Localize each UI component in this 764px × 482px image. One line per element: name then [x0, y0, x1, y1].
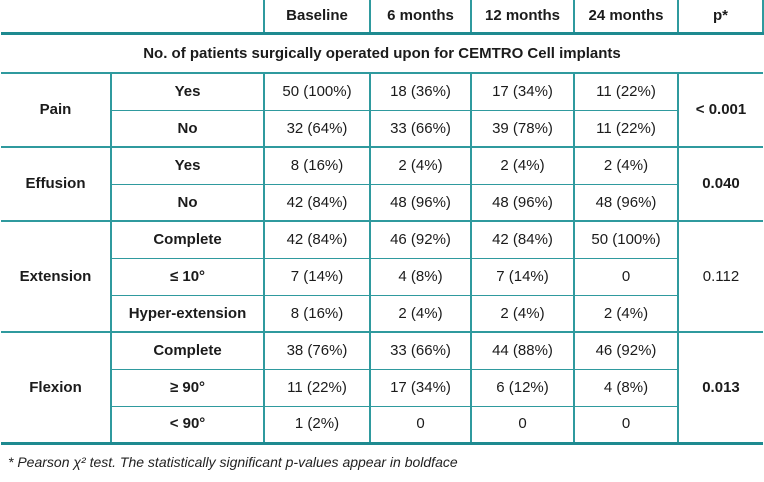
data-cell: 11 (22%) — [263, 369, 370, 407]
data-cell: 2 (4%) — [573, 295, 678, 333]
data-cell: 32 (64%) — [263, 110, 370, 148]
data-cell: 48 (96%) — [573, 184, 678, 222]
header-cell-baseline: Baseline — [263, 0, 370, 35]
data-cell: 0 — [573, 258, 678, 296]
data-cell: 0 — [369, 406, 471, 445]
data-cell: 7 (14%) — [263, 258, 370, 296]
p-value-pain: < 0.001 — [677, 73, 763, 148]
data-cell: 7 (14%) — [470, 258, 574, 296]
data-cell: 42 (84%) — [263, 184, 370, 222]
table-row: ≥ 90° 11 (22%) 17 (34%) 6 (12%) 4 (8%) — [1, 369, 763, 407]
data-cell: 50 (100%) — [263, 73, 370, 111]
row-label: No — [110, 184, 264, 222]
footnote: * Pearson χ² test. The statistically sig… — [8, 453, 458, 470]
table-row: No 32 (64%) 33 (66%) 39 (78%) 11 (22%) — [1, 110, 763, 148]
p-value-flexion: 0.013 — [677, 332, 763, 445]
header-cell-p-value: p* — [677, 0, 764, 35]
header-cell-24-months: 24 months — [573, 0, 678, 35]
row-label: ≤ 10° — [110, 258, 264, 296]
row-label: < 90° — [110, 406, 264, 445]
row-label: Complete — [110, 332, 264, 370]
table-row: Effusion Yes 8 (16%) 2 (4%) 2 (4%) 2 (4%… — [1, 147, 763, 222]
clinical-results-table: Baseline 6 months 12 months 24 months p*… — [1, 0, 764, 445]
data-cell: 44 (88%) — [470, 332, 574, 370]
data-cell: 2 (4%) — [470, 147, 574, 185]
data-cell: 8 (16%) — [263, 295, 370, 333]
data-cell: 1 (2%) — [263, 406, 370, 445]
row-label: Complete — [110, 221, 264, 259]
table-row: ≤ 10° 7 (14%) 4 (8%) 7 (14%) 0 — [1, 258, 763, 296]
p-value-extension: 0.112 — [677, 221, 763, 333]
header-cell-12-months: 12 months — [470, 0, 574, 35]
data-cell: 0 — [573, 406, 678, 445]
group-label-pain: Pain — [1, 73, 111, 148]
data-cell: 50 (100%) — [573, 221, 678, 259]
data-cell: 48 (96%) — [369, 184, 471, 222]
data-cell: 17 (34%) — [369, 369, 471, 407]
header-cell-empty-sub — [111, 0, 264, 35]
row-label: Hyper-extension — [110, 295, 264, 333]
data-cell: 8 (16%) — [263, 147, 370, 185]
data-cell: 2 (4%) — [470, 295, 574, 333]
p-value-effusion: 0.040 — [677, 147, 763, 222]
table-row: < 90° 1 (2%) 0 0 0 — [1, 406, 763, 445]
table-row: Extension Complete 42 (84%) 46 (92%) 42 … — [1, 221, 763, 333]
table-row: Pain Yes 50 (100%) 18 (36%) 17 (34%) 11 … — [1, 73, 763, 148]
data-cell: 33 (66%) — [369, 110, 471, 148]
data-cell: 2 (4%) — [573, 147, 678, 185]
row-label: ≥ 90° — [110, 369, 264, 407]
table-title-row: No. of patients surgically operated upon… — [1, 33, 763, 74]
data-cell: 0 — [470, 406, 574, 445]
data-cell: 38 (76%) — [263, 332, 370, 370]
data-cell: 33 (66%) — [369, 332, 471, 370]
data-cell: 42 (84%) — [263, 221, 370, 259]
data-cell: 46 (92%) — [369, 221, 471, 259]
data-cell: 11 (22%) — [573, 73, 678, 111]
header-cell-empty-group — [1, 0, 111, 35]
row-label: Yes — [110, 73, 264, 111]
data-cell: 2 (4%) — [369, 147, 471, 185]
data-cell: 46 (92%) — [573, 332, 678, 370]
data-cell: 4 (8%) — [573, 369, 678, 407]
header-cell-6-months: 6 months — [369, 0, 471, 35]
group-label-effusion: Effusion — [1, 147, 111, 222]
group-label-extension: Extension — [1, 221, 111, 333]
data-cell: 42 (84%) — [470, 221, 574, 259]
data-cell: 17 (34%) — [470, 73, 574, 111]
row-label: Yes — [110, 147, 264, 185]
table-row: Hyper-extension 8 (16%) 2 (4%) 2 (4%) 2 … — [1, 295, 763, 333]
data-cell: 4 (8%) — [369, 258, 471, 296]
table-title: No. of patients surgically operated upon… — [1, 33, 763, 74]
data-cell: 48 (96%) — [470, 184, 574, 222]
data-cell: 39 (78%) — [470, 110, 574, 148]
table-row: Flexion Complete 38 (76%) 33 (66%) 44 (8… — [1, 332, 763, 445]
data-cell: 2 (4%) — [369, 295, 471, 333]
data-cell: 6 (12%) — [470, 369, 574, 407]
row-label: No — [110, 110, 264, 148]
table-row: No 42 (84%) 48 (96%) 48 (96%) 48 (96%) — [1, 184, 763, 222]
group-label-flexion: Flexion — [1, 332, 111, 445]
data-cell: 11 (22%) — [573, 110, 678, 148]
header-row: Baseline 6 months 12 months 24 months p* — [1, 0, 764, 35]
data-cell: 18 (36%) — [369, 73, 471, 111]
